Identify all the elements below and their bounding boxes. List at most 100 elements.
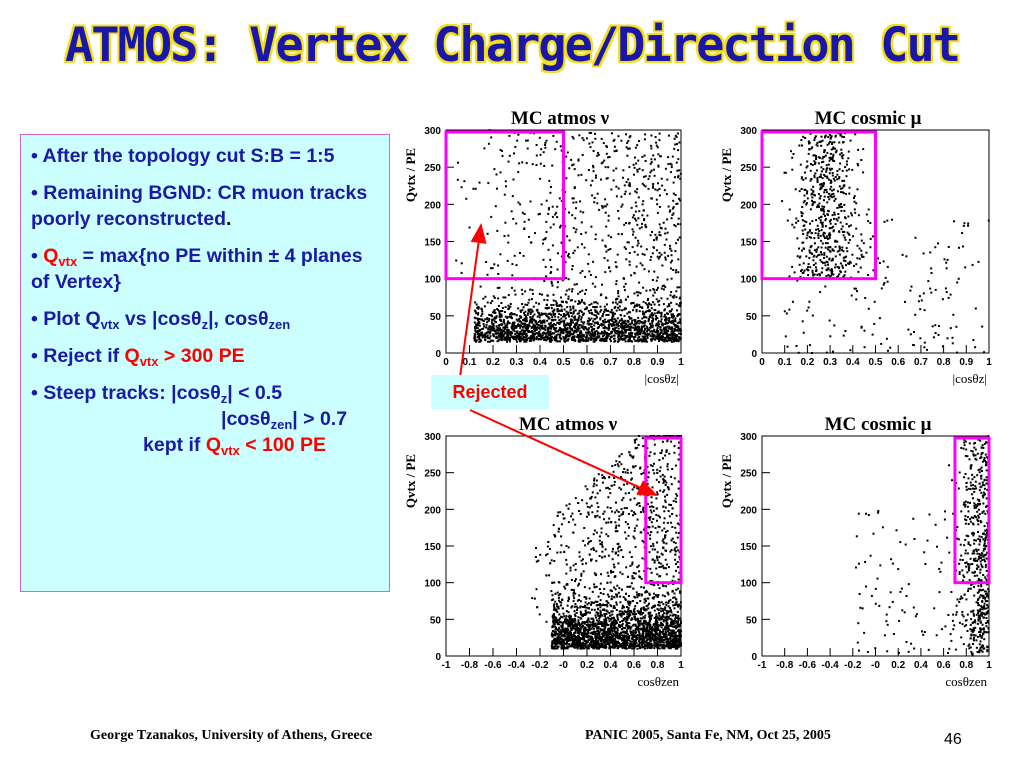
data-point [580, 173, 583, 176]
data-point [593, 324, 596, 327]
data-point [510, 315, 513, 318]
data-point [658, 251, 661, 254]
data-point [829, 156, 832, 159]
data-point [625, 258, 628, 261]
data-point [607, 248, 610, 251]
data-point [826, 242, 829, 245]
data-point [496, 337, 498, 339]
data-point [830, 181, 833, 184]
data-point [638, 310, 641, 313]
data-point [581, 563, 584, 566]
data-point [867, 307, 870, 310]
data-point [811, 232, 814, 235]
data-point [828, 172, 831, 175]
data-point [559, 321, 562, 324]
data-point [615, 309, 618, 312]
data-point [844, 260, 847, 263]
plot-title: MC cosmic μ [815, 108, 922, 129]
data-point [653, 328, 656, 331]
data-point [550, 304, 553, 307]
data-point [644, 636, 647, 639]
data-point [649, 334, 652, 337]
data-point [676, 536, 679, 539]
data-point [677, 619, 680, 621]
data-point [649, 234, 652, 237]
data-point [620, 301, 623, 304]
data-point [668, 333, 671, 336]
data-point [677, 238, 679, 241]
data-point [637, 329, 640, 331]
data-point [808, 236, 811, 238]
data-point [668, 303, 670, 306]
data-point [830, 167, 833, 170]
data-point [569, 328, 572, 331]
data-point [594, 636, 597, 639]
data-point [537, 333, 540, 336]
data-point [549, 272, 552, 274]
data-point [974, 307, 977, 310]
data-point [597, 153, 600, 156]
data-point [634, 335, 637, 338]
data-point [675, 303, 678, 306]
data-point [624, 645, 627, 648]
data-point [615, 266, 618, 269]
data-point [661, 473, 664, 476]
data-point [550, 337, 553, 340]
data-point [806, 234, 809, 237]
data-point [663, 189, 666, 192]
data-point [555, 334, 558, 337]
data-point [641, 169, 644, 172]
data-point [574, 324, 577, 327]
data-point [584, 485, 587, 488]
data-point [653, 309, 656, 311]
data-point [657, 320, 660, 323]
data-point [503, 322, 506, 325]
data-point [615, 283, 618, 286]
data-point [648, 316, 651, 319]
data-point [660, 626, 663, 629]
data-point [612, 301, 614, 304]
data-point [522, 326, 525, 328]
data-point [615, 509, 618, 512]
data-point [603, 334, 606, 337]
data-point [796, 255, 799, 258]
data-point [635, 265, 638, 268]
data-point [564, 261, 567, 264]
data-point [827, 136, 830, 138]
data-point [656, 317, 659, 320]
data-point [848, 238, 851, 241]
data-point [824, 175, 827, 178]
data-point [506, 316, 509, 318]
data-point [578, 340, 581, 343]
data-point [613, 607, 616, 609]
data-point [538, 316, 541, 319]
data-point [629, 335, 632, 338]
data-point [571, 164, 574, 167]
data-point [662, 303, 665, 306]
data-point [558, 323, 561, 325]
data-point [671, 329, 674, 332]
data-point [512, 325, 515, 328]
data-point [521, 161, 524, 164]
data-point [617, 135, 620, 138]
data-point [803, 224, 806, 227]
data-point [624, 330, 627, 333]
data-point [929, 251, 932, 254]
data-point [531, 337, 534, 340]
data-point [531, 292, 534, 295]
data-point [649, 289, 652, 292]
data-point [638, 319, 641, 322]
data-point [648, 488, 651, 491]
data-point [614, 331, 617, 334]
data-point [623, 468, 626, 470]
data-point [605, 337, 608, 340]
data-point [546, 294, 549, 297]
data-point [596, 316, 598, 319]
data-point [666, 178, 669, 181]
data-point [560, 241, 563, 244]
data-point [604, 309, 607, 312]
data-point [670, 321, 673, 324]
data-point [544, 312, 547, 315]
data-point [644, 327, 647, 330]
data-point [819, 186, 822, 189]
